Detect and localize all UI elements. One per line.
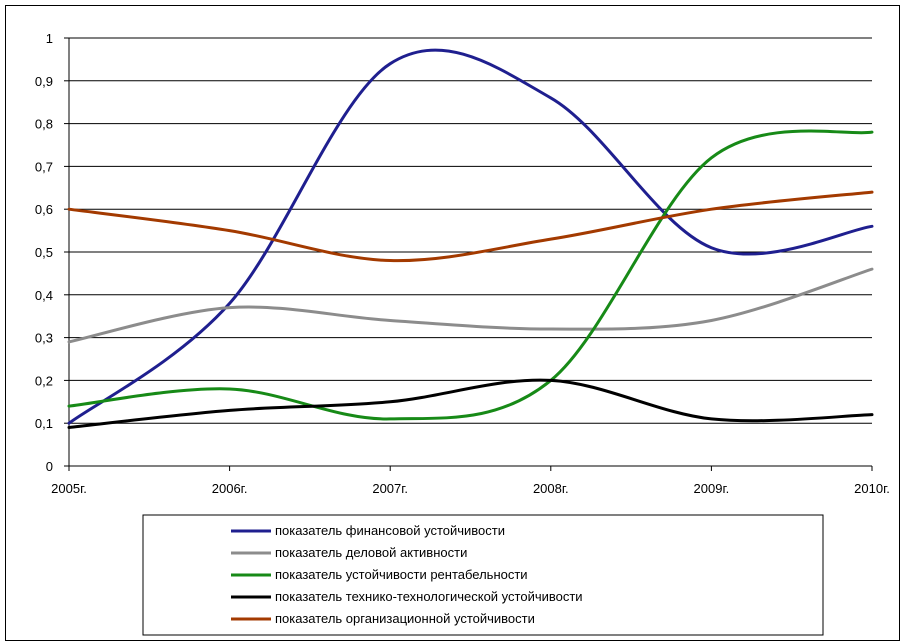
y-tick-label: 1: [46, 31, 53, 46]
y-tick-label: 0,5: [35, 245, 53, 260]
x-tick-label: 2006г.: [212, 481, 248, 496]
y-axis-tick-labels: 0 0,1 0,2 0,3 0,4 0,5 0,6 0,7 0,8 0,9 1: [35, 31, 53, 474]
axes: [64, 37, 873, 471]
y-tick-label: 0,1: [35, 416, 53, 431]
gridlines: [69, 37, 872, 424]
x-tick-label: 2007г.: [372, 481, 408, 496]
y-tick-label: 0,2: [35, 373, 53, 388]
y-tick-label: 0,9: [35, 74, 53, 89]
x-tick-label: 2009г.: [694, 481, 730, 496]
x-tick-label: 2008г.: [533, 481, 569, 496]
series-line-5: [67, 190, 874, 263]
legend-entry-label: показатель деловой активности: [275, 545, 467, 560]
y-tick-label: 0,7: [35, 159, 53, 174]
y-tick-label: 0,3: [35, 331, 53, 346]
y-tick-label: 0,4: [35, 288, 53, 303]
legend-entry-label: показатель организационной устойчивости: [275, 611, 535, 626]
legend-entry-label: показатель технико-технологической устой…: [275, 589, 583, 604]
series-line-3: [67, 129, 874, 421]
x-tick-label: 2005г.: [51, 481, 87, 496]
legend-entry-label: показатель устойчивости рентабельности: [275, 567, 528, 582]
series-line-2: [67, 267, 874, 344]
y-tick-label: 0: [46, 459, 53, 474]
x-axis-tick-labels: 2005г. 2006г. 2007г. 2008г. 2009г. 2010г.: [51, 481, 890, 496]
x-tick-label: 2010г.: [854, 481, 890, 496]
y-tick-label: 0,6: [35, 202, 53, 217]
legend: показатель финансовой устойчивости показа…: [142, 514, 824, 636]
series-lines: [67, 48, 874, 429]
series-line-1: [67, 48, 874, 425]
series-line-4: [67, 378, 874, 429]
legend-entry-label: показатель финансовой устойчивости: [275, 523, 505, 538]
y-tick-label: 0,8: [35, 117, 53, 132]
